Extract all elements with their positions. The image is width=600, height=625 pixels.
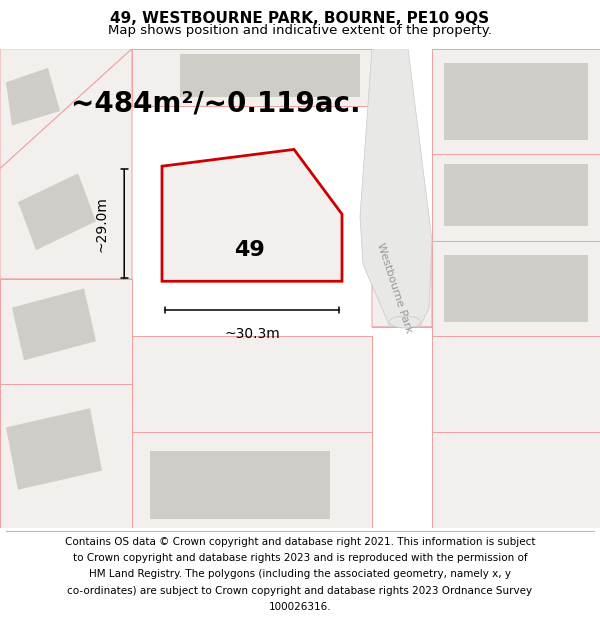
Polygon shape xyxy=(18,173,96,250)
Text: ~30.3m: ~30.3m xyxy=(224,327,280,341)
Polygon shape xyxy=(432,154,600,241)
Polygon shape xyxy=(0,384,132,528)
Polygon shape xyxy=(360,49,432,327)
Text: 49: 49 xyxy=(233,240,265,260)
Polygon shape xyxy=(162,149,342,281)
Polygon shape xyxy=(180,54,360,97)
Polygon shape xyxy=(432,336,600,432)
Polygon shape xyxy=(132,49,372,106)
Polygon shape xyxy=(444,164,588,226)
Polygon shape xyxy=(177,221,321,279)
Polygon shape xyxy=(0,279,132,384)
Polygon shape xyxy=(132,432,372,528)
Text: co-ordinates) are subject to Crown copyright and database rights 2023 Ordnance S: co-ordinates) are subject to Crown copyr… xyxy=(67,586,533,596)
Polygon shape xyxy=(432,241,600,336)
Text: 100026316.: 100026316. xyxy=(269,602,331,612)
Polygon shape xyxy=(150,451,330,519)
Polygon shape xyxy=(6,408,102,490)
Text: Map shows position and indicative extent of the property.: Map shows position and indicative extent… xyxy=(108,24,492,36)
Text: ~484m²/~0.119ac.: ~484m²/~0.119ac. xyxy=(71,90,361,118)
Polygon shape xyxy=(432,432,600,528)
Text: Westbourne Park: Westbourne Park xyxy=(376,242,414,335)
Polygon shape xyxy=(444,63,588,140)
Text: ~29.0m: ~29.0m xyxy=(94,196,109,252)
Polygon shape xyxy=(0,49,132,279)
Ellipse shape xyxy=(389,316,421,328)
Polygon shape xyxy=(432,49,600,154)
Polygon shape xyxy=(12,289,96,361)
Text: to Crown copyright and database rights 2023 and is reproduced with the permissio: to Crown copyright and database rights 2… xyxy=(73,553,527,563)
Text: Contains OS data © Crown copyright and database right 2021. This information is : Contains OS data © Crown copyright and d… xyxy=(65,537,535,547)
Polygon shape xyxy=(0,49,132,169)
Text: HM Land Registry. The polygons (including the associated geometry, namely x, y: HM Land Registry. The polygons (includin… xyxy=(89,569,511,579)
Polygon shape xyxy=(372,241,432,327)
Polygon shape xyxy=(132,336,372,432)
Polygon shape xyxy=(444,255,588,322)
Text: 49, WESTBOURNE PARK, BOURNE, PE10 9QS: 49, WESTBOURNE PARK, BOURNE, PE10 9QS xyxy=(110,11,490,26)
Polygon shape xyxy=(6,68,60,126)
